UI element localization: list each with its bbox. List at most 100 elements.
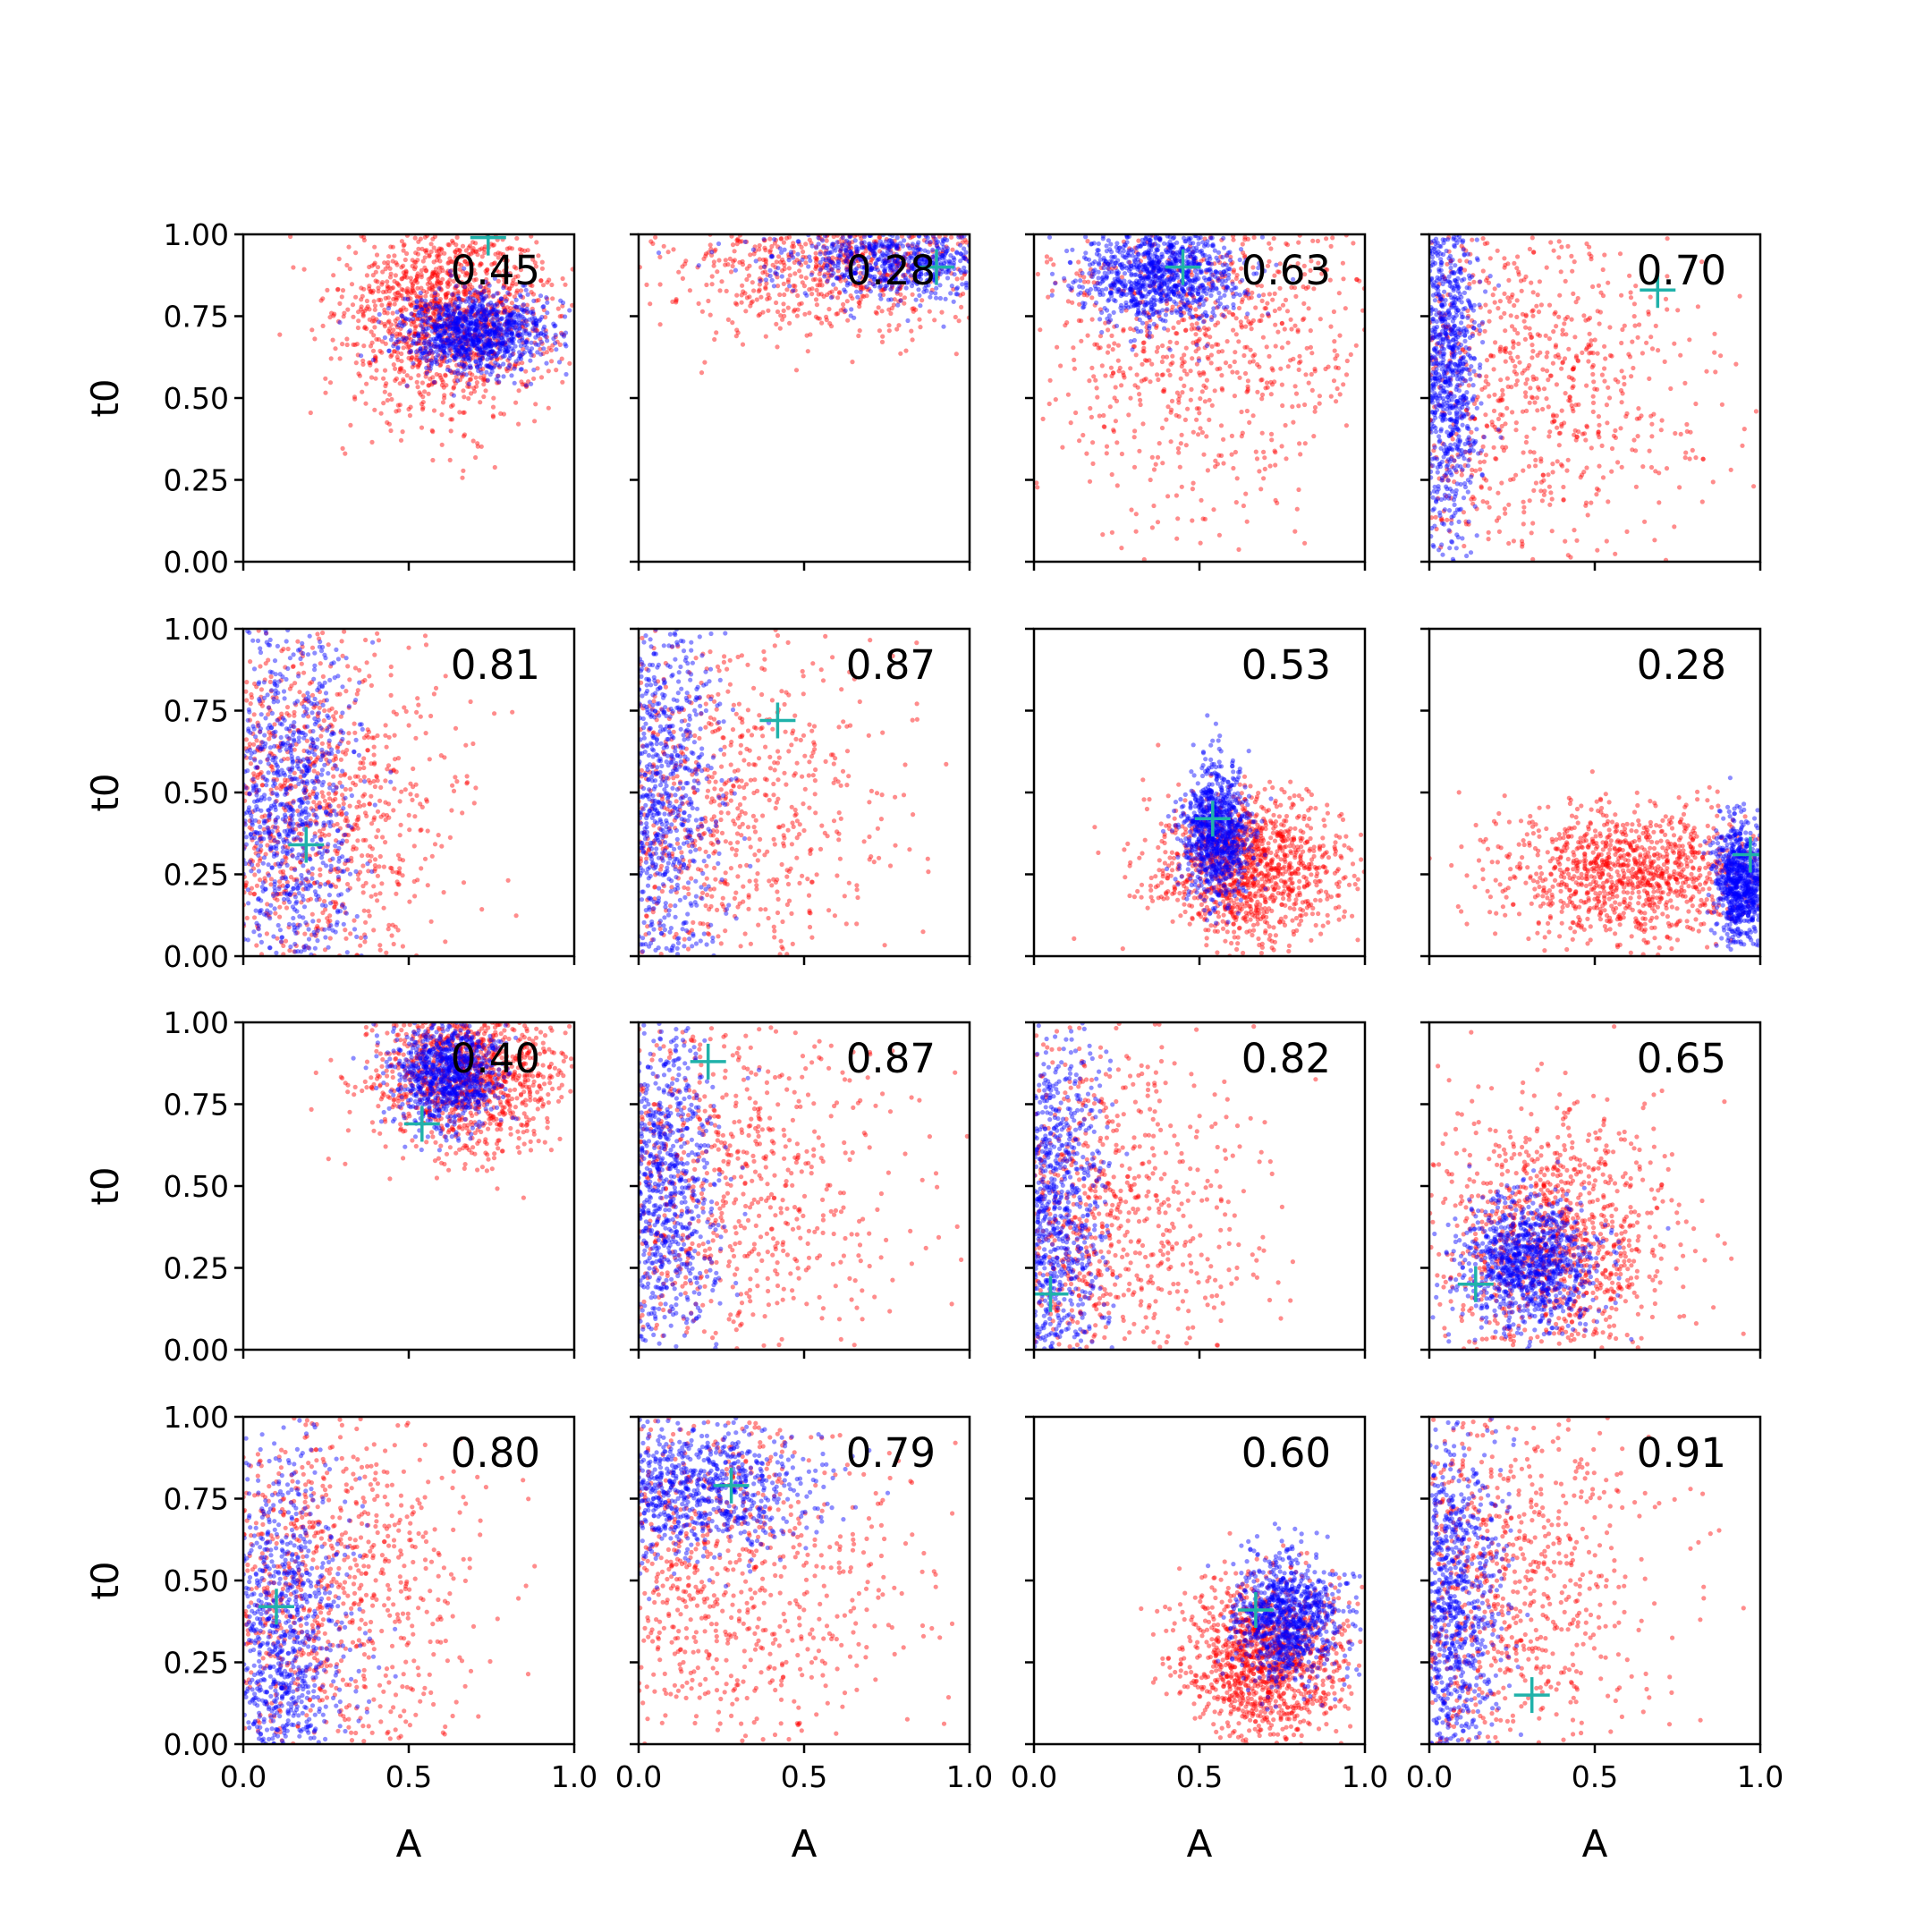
scatter-point [1186,236,1191,242]
scatter-point [877,277,883,283]
scatter-point [453,300,458,305]
scatter-point [843,273,848,278]
scatter-point [1272,273,1277,278]
scatter-point [902,301,907,306]
scatter-point [733,334,739,339]
scatter-point [835,275,840,281]
scatter-point [922,258,928,264]
scatter-point [1233,332,1239,337]
scatter-point [484,363,489,369]
scatter-point [372,318,377,324]
scatter-point [1293,391,1300,396]
scatter-point [385,397,390,403]
scatter-point [461,318,466,325]
scatter-point [928,290,934,295]
scatter-point [791,309,797,314]
scatter-point [414,300,419,305]
scatter-point [1178,306,1183,311]
scatter-point [460,243,466,249]
scatter-point [426,358,431,363]
scatter-point [1174,536,1180,541]
scatter-point [491,292,496,299]
scatter-point [1112,324,1117,329]
scatter-point [1089,295,1095,301]
scatter-point [492,353,497,359]
scatter-point [896,323,902,328]
scatter-point [1233,449,1238,455]
scatter-point [878,296,884,301]
scatter-point [1171,245,1176,250]
scatter-point [516,356,521,361]
scatter-point [486,281,491,286]
scatter-point [430,375,436,380]
scatter-point [1165,285,1171,291]
scatter-point [1158,292,1164,297]
scatter-point [424,248,429,253]
scatter-point [406,335,411,341]
scatter-point [1097,257,1103,262]
scatter-point [426,363,431,369]
scatter-point [1128,286,1133,292]
scatter-point [500,297,505,302]
scatter-point [1239,409,1244,415]
scatter-point [1151,280,1157,285]
scatter-point [1231,237,1236,242]
scatter-point [470,261,475,267]
scatter-point [786,254,792,260]
scatter-point [1223,288,1228,293]
scatter-point [894,246,900,251]
scatter-point [478,400,483,405]
scatter-point [442,350,448,356]
scatter-point [1133,301,1139,308]
scatter-point [671,247,676,252]
scatter-point [353,250,359,256]
scatter-point [848,313,853,318]
scatter-point [498,411,504,416]
scatter-point [1156,268,1162,274]
scatter-point [1193,258,1199,264]
scatter-point [1332,339,1337,344]
scatter-point [437,334,443,339]
scatter-point [460,343,465,349]
scatter-point [822,260,828,266]
scatter-point [1128,304,1133,309]
scatter-point [513,266,519,271]
scatter-point [1156,309,1162,314]
scatter-point [879,339,886,344]
scatter-point [1149,242,1155,247]
scatter-point [884,278,890,284]
scatter-point [1141,267,1147,273]
scatter-point [429,274,435,279]
scatter-point [889,255,895,260]
scatter-point [1149,361,1155,367]
scatter-point [449,417,455,422]
scatter-point [455,326,461,333]
scatter-point [860,242,865,248]
scatter-point [1148,284,1154,289]
scatter-point [443,301,448,307]
scatter-point [467,332,472,337]
scatter-point [1146,292,1151,297]
scatter-point [919,258,925,264]
scatter-point [909,250,914,256]
scatter-point [479,339,484,344]
scatter-point [457,306,462,311]
scatter-point [502,307,507,312]
scatter-point [744,295,750,301]
scatter-point [484,312,489,318]
scatter-point [514,327,520,333]
scatter-point [532,419,538,424]
scatter-point [1159,251,1165,257]
scatter-point [1233,500,1239,505]
scatter-point [1076,292,1081,297]
scatter-point [1072,278,1078,284]
scatter-point [492,326,497,332]
scatter-point [1133,284,1139,290]
scatter-point [939,252,945,258]
scatter-point [482,295,487,301]
scatter-point [1187,311,1192,317]
scatter-point [1174,331,1180,336]
scatter-point [1199,294,1205,300]
scatter-point [871,243,877,249]
scatter-point [1162,292,1167,298]
